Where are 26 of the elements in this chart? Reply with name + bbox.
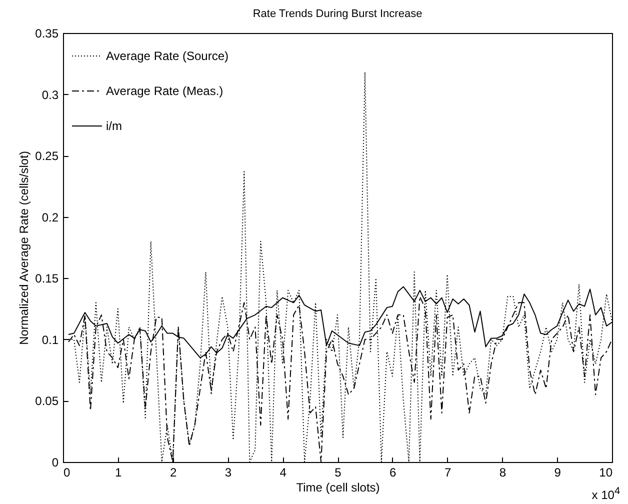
x-tick-label: 3	[224, 466, 232, 480]
x-tick-label: 0	[64, 466, 70, 480]
y-tick-label: 0.1	[42, 332, 59, 347]
y-tick-label: 0.25	[35, 149, 59, 164]
x-axis-title: Time (cell slots)	[296, 480, 380, 494]
y-tick-label: 0.15	[35, 272, 59, 286]
y-tick-label: 0.35	[35, 26, 59, 40]
y-tick-label: 0	[52, 456, 59, 470]
legend-label: Average Rate (Meas.)	[106, 84, 224, 98]
x-tick-label: 10	[599, 466, 613, 480]
x-tick-label: 6	[390, 466, 397, 480]
legend-label: Average Rate (Source)	[106, 49, 229, 63]
legend-label: i/m	[106, 119, 122, 133]
x-tick-label: 1	[115, 466, 122, 480]
x-tick-label: 4	[280, 466, 287, 480]
chart-title: Rate Trends During Burst Increase	[252, 8, 422, 20]
text: x 10$^{4}$	[592, 486, 620, 502]
x-tick-label: 8	[499, 466, 506, 480]
x-tick-label: 7	[444, 466, 452, 480]
y-tick-label: 0.3	[42, 88, 59, 102]
y-tick-label: 0.2	[42, 210, 59, 224]
x-tick-label: 5	[334, 466, 342, 480]
y-tick-label: 0.05	[35, 394, 59, 408]
x-tick-label: 9	[554, 466, 562, 480]
x-tick-label: 2	[170, 466, 177, 480]
y-axis-title: Normalized Average Rate (cells/slot)	[17, 151, 32, 345]
